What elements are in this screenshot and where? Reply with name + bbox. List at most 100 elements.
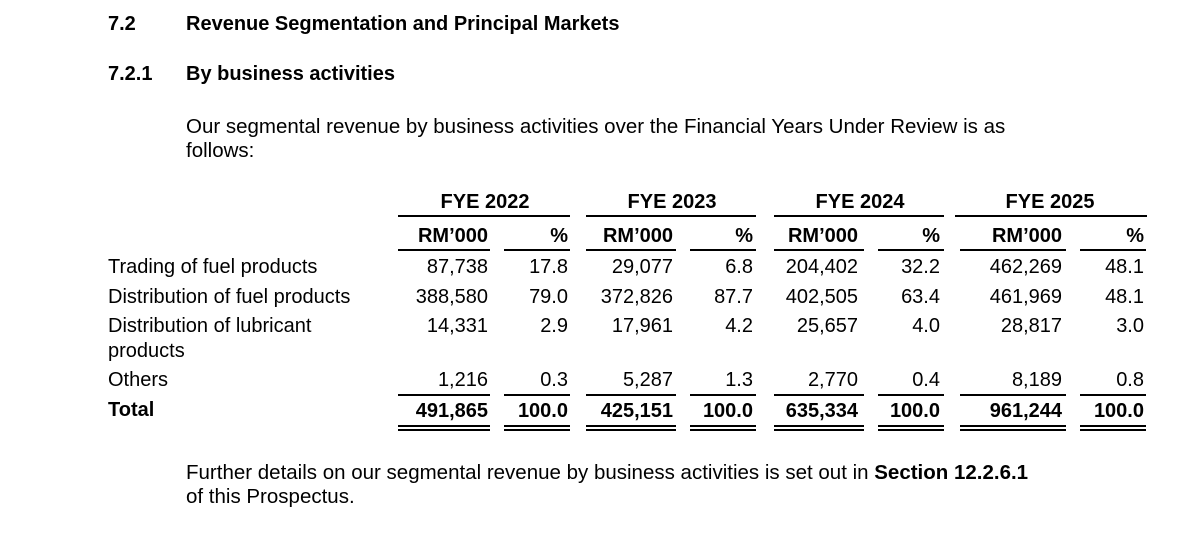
- total-cell: 100.0: [1093, 400, 1144, 422]
- pct-header-2025: %: [1126, 225, 1144, 247]
- table-cell: 372,826: [600, 286, 673, 308]
- table-cell: 17.8: [529, 256, 568, 278]
- total-double-rule: [586, 425, 676, 427]
- year-underline-2025: [955, 215, 1147, 217]
- subheader-underline: [398, 249, 490, 251]
- year-underline-2022: [398, 215, 570, 217]
- subheader-underline: [504, 249, 570, 251]
- table-cell: 87.7: [714, 286, 753, 308]
- table-cell: 48.1: [1105, 256, 1144, 278]
- table-cell: 0.3: [540, 369, 568, 391]
- row-label-lubricant-line2: products: [108, 340, 185, 362]
- table-cell: 1,216: [437, 369, 488, 391]
- total-double-rule: [690, 425, 756, 427]
- unit-header-2025: RM’000: [991, 225, 1062, 247]
- year-underline-2023: [586, 215, 756, 217]
- table-cell: 2,770: [807, 369, 858, 391]
- footer-line-1-text: Further details on our segmental revenue…: [186, 461, 875, 484]
- total-double-rule: [1080, 429, 1146, 431]
- total-double-rule: [398, 429, 490, 431]
- table-cell: 4.2: [725, 315, 753, 337]
- total-double-rule: [504, 425, 570, 427]
- table-cell: 5,287: [622, 369, 673, 391]
- total-cell: 100.0: [889, 400, 940, 422]
- total-double-rule: [586, 429, 676, 431]
- subheader-underline: [586, 249, 676, 251]
- subheader-underline: [690, 249, 756, 251]
- total-double-rule: [960, 425, 1066, 427]
- total-cell: 100.0: [702, 400, 753, 422]
- table-cell: 388,580: [415, 286, 488, 308]
- table-cell: 4.0: [912, 315, 940, 337]
- row-label-lubricant: Distribution of lubricant: [108, 315, 312, 337]
- table-cell: 28,817: [1000, 315, 1062, 337]
- total-top-rule: [960, 394, 1066, 396]
- total-double-rule: [774, 429, 864, 431]
- intro-line-1: Our segmental revenue by business activi…: [186, 115, 1006, 138]
- subheader-underline: [960, 249, 1066, 251]
- section-title: Revenue Segmentation and Principal Marke…: [186, 13, 620, 35]
- table-cell: 462,269: [989, 256, 1062, 278]
- intro-paragraph: Our segmental revenue by business activi…: [186, 115, 1091, 163]
- year-header-2022: FYE 2022: [440, 191, 530, 213]
- row-label-trading: Trading of fuel products: [108, 256, 318, 278]
- pct-header-2023: %: [735, 225, 753, 247]
- table-cell: 204,402: [785, 256, 858, 278]
- table-cell: 25,657: [796, 315, 858, 337]
- total-double-rule: [960, 429, 1066, 431]
- total-double-rule: [878, 425, 944, 427]
- table-cell: 3.0: [1116, 315, 1144, 337]
- total-top-rule: [878, 394, 944, 396]
- table-cell: 17,961: [611, 315, 673, 337]
- total-top-rule: [504, 394, 570, 396]
- table-cell: 0.8: [1116, 369, 1144, 391]
- total-double-rule: [504, 429, 570, 431]
- unit-header-2023: RM’000: [602, 225, 673, 247]
- pct-header-2024: %: [922, 225, 940, 247]
- total-cell: 635,334: [785, 400, 858, 422]
- table-cell: 29,077: [611, 256, 673, 278]
- footer-line-2: of this Prospectus.: [186, 485, 355, 508]
- subsection-number: 7.2.1: [108, 63, 153, 85]
- year-header-2024: FYE 2024: [815, 191, 905, 213]
- table-cell: 8,189: [1011, 369, 1062, 391]
- footer-paragraph: Further details on our segmental revenue…: [186, 461, 1091, 509]
- subsection-title: By business activities: [186, 63, 395, 85]
- table-cell: 6.8: [725, 256, 753, 278]
- row-label-distribution-fuel: Distribution of fuel products: [108, 286, 351, 308]
- section-number: 7.2: [108, 13, 136, 35]
- total-top-rule: [774, 394, 864, 396]
- total-double-rule: [774, 425, 864, 427]
- subheader-underline: [1080, 249, 1146, 251]
- year-header-2025: FYE 2025: [1005, 191, 1095, 213]
- table-cell: 2.9: [540, 315, 568, 337]
- total-double-rule: [690, 429, 756, 431]
- total-top-rule: [1080, 394, 1146, 396]
- table-cell: 63.4: [901, 286, 940, 308]
- unit-header-2022: RM’000: [417, 225, 488, 247]
- row-label-total: Total: [108, 399, 155, 421]
- footer-line-1: Further details on our segmental revenue…: [186, 461, 1091, 485]
- table-cell: 402,505: [785, 286, 858, 308]
- table-cell: 87,738: [426, 256, 488, 278]
- total-double-rule: [1080, 425, 1146, 427]
- table-cell: 48.1: [1105, 286, 1144, 308]
- row-label-others: Others: [108, 369, 169, 391]
- subheader-underline: [878, 249, 944, 251]
- table-cell: 1.3: [725, 369, 753, 391]
- total-top-rule: [398, 394, 490, 396]
- table-cell: 461,969: [989, 286, 1062, 308]
- table-cell: 32.2: [901, 256, 940, 278]
- total-cell: 961,244: [989, 400, 1062, 422]
- table-cell: 14,331: [426, 315, 488, 337]
- year-header-2023: FYE 2023: [627, 191, 717, 213]
- section-reference: Section 12.2.6.1: [874, 461, 1029, 484]
- total-double-rule: [878, 429, 944, 431]
- total-cell: 425,151: [600, 400, 673, 422]
- total-double-rule: [398, 425, 490, 427]
- total-top-rule: [586, 394, 676, 396]
- intro-line-2: follows:: [186, 139, 255, 162]
- subheader-underline: [774, 249, 864, 251]
- unit-header-2024: RM’000: [787, 225, 858, 247]
- total-top-rule: [690, 394, 756, 396]
